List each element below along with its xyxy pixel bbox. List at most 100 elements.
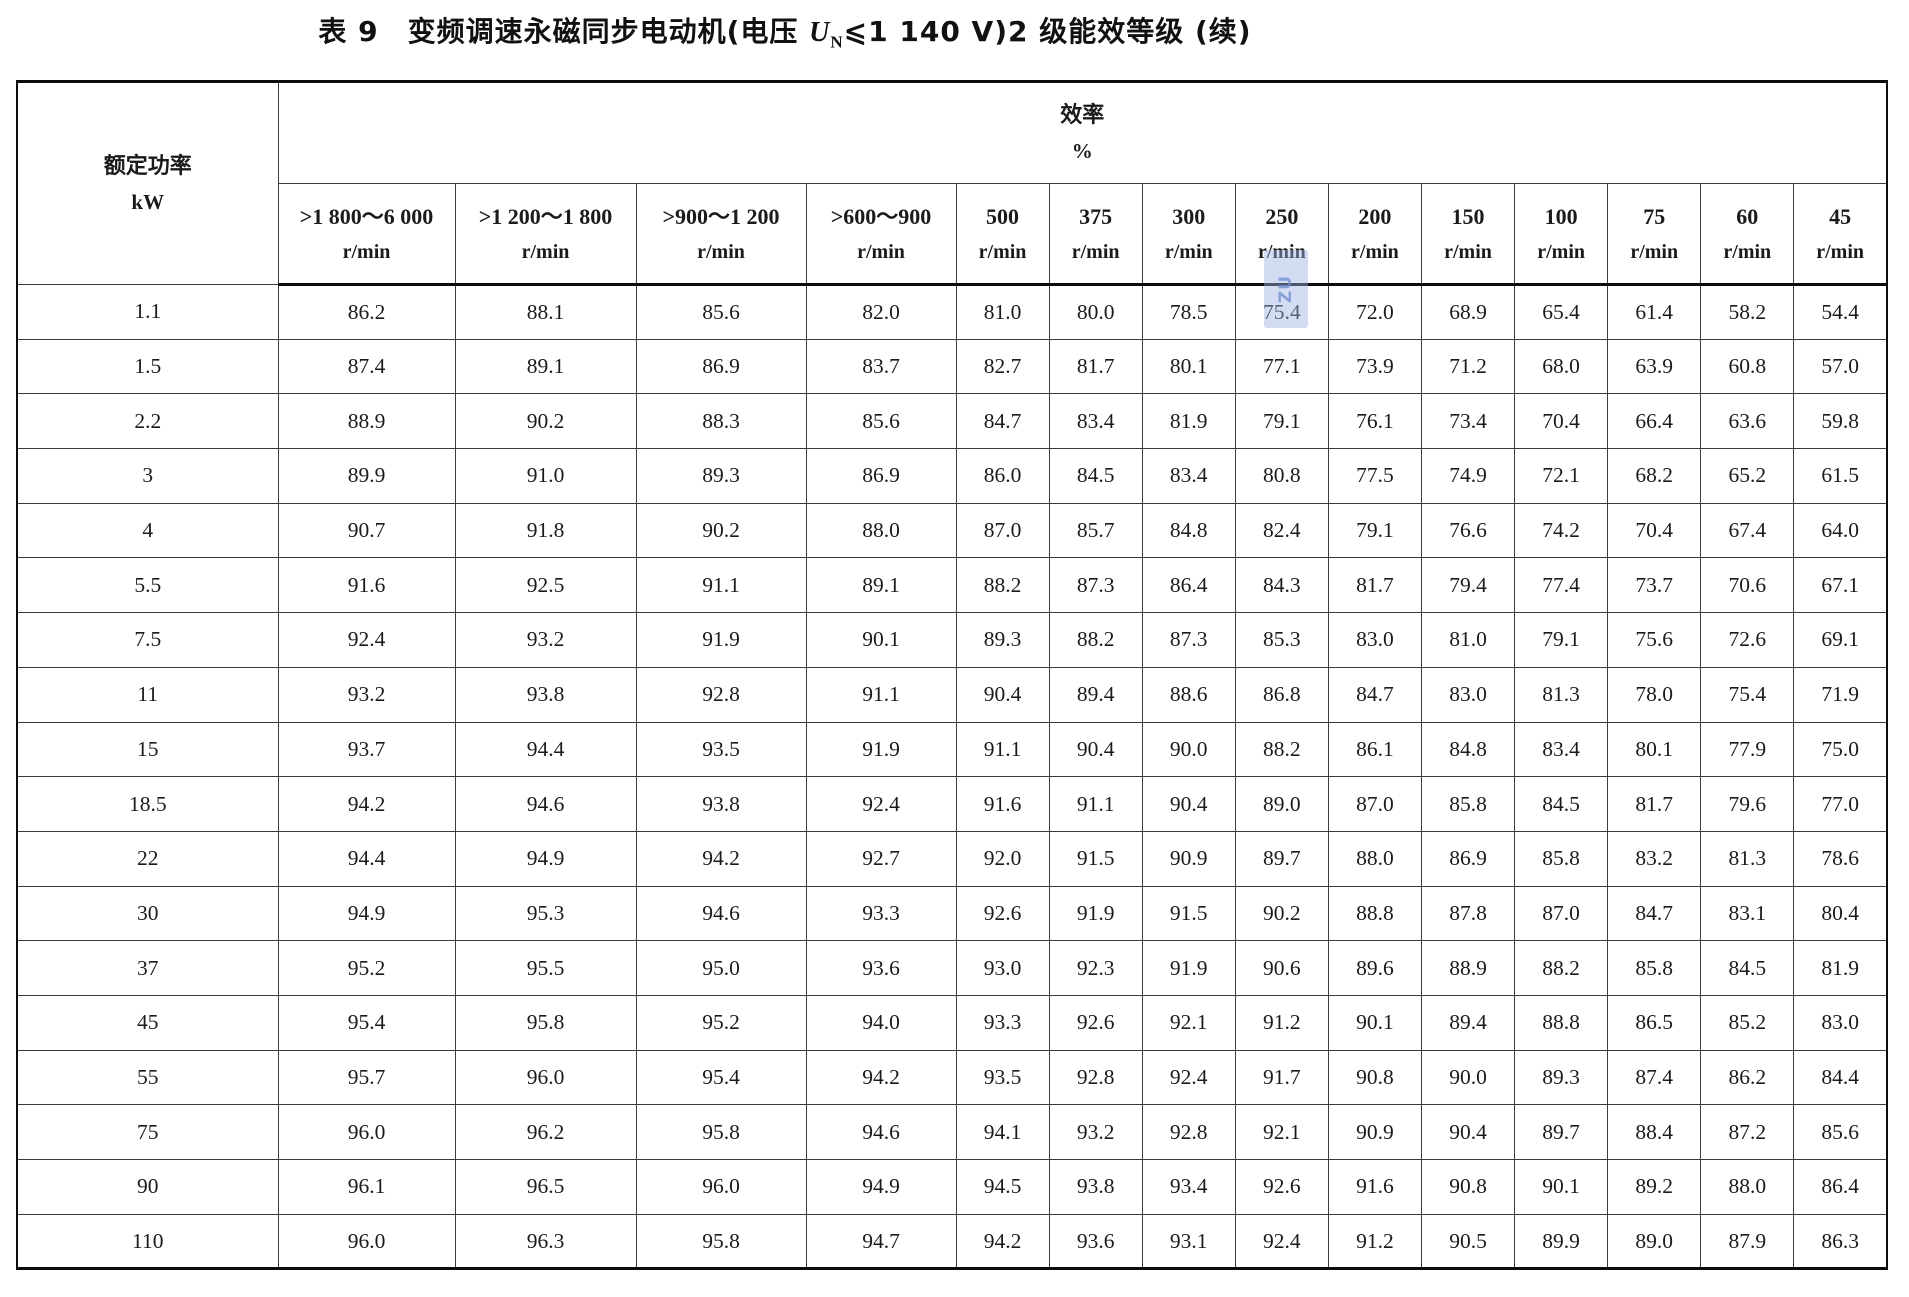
efficiency-cell: 74.9 [1420,448,1516,504]
efficiency-cell: 85.6 [805,393,957,450]
table-row: 2.2 88.9 90.2 88.3 85.6 84.7 83.4 81.9 79.1 76.1 7… [16,393,1888,450]
efficiency-cell: 91.5 [1048,830,1143,887]
efficiency-cell: 86.4 [1793,1159,1888,1215]
efficiency-cell: 89.9 [1514,1213,1609,1270]
efficiency-cell: 90.4 [1048,721,1143,778]
power-cell: 1.1 [16,284,279,340]
efficiency-cell: 90.2 [454,393,637,450]
speed-column-header: 300 r/min [1141,183,1236,286]
efficiency-cell: 70.4 [1514,393,1609,450]
efficiency-cell: 93.3 [805,885,957,942]
efficiency-cell: 95.8 [635,1104,807,1160]
efficiency-cell: 89.3 [1514,1049,1609,1106]
speed-range: >600～900 [830,203,932,229]
efficiency-cell: 61.4 [1607,284,1702,340]
efficiency-cell: 82.7 [955,338,1050,395]
efficiency-cell: 84.7 [955,393,1050,450]
efficiency-cell: 93.6 [805,940,957,996]
efficiency-cell: 68.9 [1420,284,1516,340]
efficiency-cell: 64.0 [1793,502,1888,559]
efficiency-cell: 87.2 [1700,1104,1795,1160]
speed-unit: r/min [521,240,570,263]
efficiency-cell: 81.9 [1793,940,1888,996]
efficiency-cell: 80.1 [1607,721,1702,778]
table-row: 22 94.4 94.9 94.2 92.7 92.0 91.5 90.9 89.7 88.0 86… [16,830,1888,887]
efficiency-cell: 93.3 [955,994,1050,1051]
efficiency-cell: 85.6 [635,284,807,340]
power-cell: 90 [16,1159,279,1215]
efficiency-cell: 88.0 [805,502,957,559]
efficiency-cell: 94.2 [955,1213,1050,1270]
title-text-suffix: ⩽1 140 V)2 级能效等级 (续) [843,15,1252,48]
efficiency-cell: 96.3 [454,1213,637,1270]
voltage-symbol: U [809,17,831,48]
efficiency-cell: 92.1 [1141,994,1236,1051]
efficiency-cell: 95.8 [635,1213,807,1270]
efficiency-cell: 78.6 [1793,830,1888,887]
efficiency-cell: 79.1 [1327,502,1422,559]
efficiency-cell: 91.6 [955,776,1050,832]
efficiency-cell: 95.4 [277,994,456,1051]
power-cell: 22 [16,830,279,887]
efficiency-cell: 65.4 [1514,284,1609,340]
efficiency-cell: 79.1 [1234,393,1329,450]
efficiency-cell: 91.6 [1327,1159,1422,1215]
efficiency-cell: 85.3 [1234,612,1329,668]
speed-unit: r/min [978,240,1027,263]
efficiency-cell: 63.6 [1700,393,1795,450]
efficiency-cell: 77.0 [1793,776,1888,832]
table-row: 110 96.0 96.3 95.8 94.7 94.2 93.6 93.1 92.4 91.2 9… [16,1213,1888,1270]
efficiency-cell: 93.2 [277,666,456,723]
power-cell: 15 [16,721,279,778]
table-row: 30 94.9 95.3 94.6 93.3 92.6 91.9 91.5 90.2 88.8 87… [16,885,1888,942]
efficiency-cell: 83.1 [1700,885,1795,942]
efficiency-cell: 77.9 [1700,721,1795,778]
efficiency-cell: 82.0 [805,284,957,340]
power-cell: 11 [16,666,279,723]
efficiency-cell: 71.9 [1793,666,1888,723]
efficiency-cell: 87.4 [277,338,456,395]
efficiency-cell: 81.0 [955,284,1050,340]
efficiency-cell: 74.2 [1514,502,1609,559]
efficiency-cell: 95.3 [454,885,637,942]
efficiency-cell: 92.0 [955,830,1050,887]
efficiency-cell: 89.2 [1607,1159,1702,1215]
speed-range: 200 [1358,203,1392,229]
efficiency-cell: 78.0 [1607,666,1702,723]
efficiency-cell: 89.1 [805,557,957,614]
efficiency-cell: 94.5 [955,1159,1050,1215]
efficiency-cell: 88.2 [955,557,1050,614]
power-cell: 37 [16,940,279,996]
table-row: 75 96.0 96.2 95.8 94.6 94.1 93.2 92.8 92.1 90.9 90… [16,1104,1888,1160]
speed-unit: r/min [342,240,391,263]
efficiency-cell: 95.2 [635,994,807,1051]
efficiency-cell: 91.7 [1234,1049,1329,1106]
speed-unit: r/min [1816,240,1865,263]
efficiency-cell: 81.7 [1607,776,1702,832]
efficiency-cell: 94.2 [277,776,456,832]
efficiency-cell: 81.7 [1327,557,1422,614]
speed-unit: r/min [697,240,745,263]
speed-range: 45 [1829,203,1852,229]
table-row: 55 95.7 96.0 95.4 94.2 93.5 92.8 92.4 91.7 90.8 90… [16,1049,1888,1106]
efficiency-cell: 90.1 [1514,1159,1609,1215]
efficiency-cell: 72.6 [1700,612,1795,668]
power-cell: 4 [16,502,279,559]
efficiency-cell: 87.3 [1048,557,1143,614]
efficiency-cell: 91.2 [1234,994,1329,1051]
speed-unit: r/min [1351,240,1399,263]
speed-column-header: 375 r/min [1048,183,1143,286]
efficiency-table: 额定功率 kW 效率 % >1 800～6 000 r/min >1 200～1 8… [16,80,1888,1271]
efficiency-cell: 88.3 [635,393,807,450]
speed-column-header: 100 r/min [1514,183,1609,286]
efficiency-cell: 92.6 [1048,994,1143,1051]
power-cell: 110 [16,1213,279,1270]
rated-power-label: 额定功率 [103,153,192,179]
efficiency-cell: 83.0 [1793,994,1888,1051]
efficiency-cell: 85.7 [1048,502,1143,559]
efficiency-cell: 86.1 [1327,721,1422,778]
efficiency-cell: 81.3 [1700,830,1795,887]
efficiency-cell: 92.4 [1234,1213,1329,1270]
efficiency-cell: 91.0 [454,448,637,504]
rated-power-header-cell: 额定功率 kW [16,81,279,285]
